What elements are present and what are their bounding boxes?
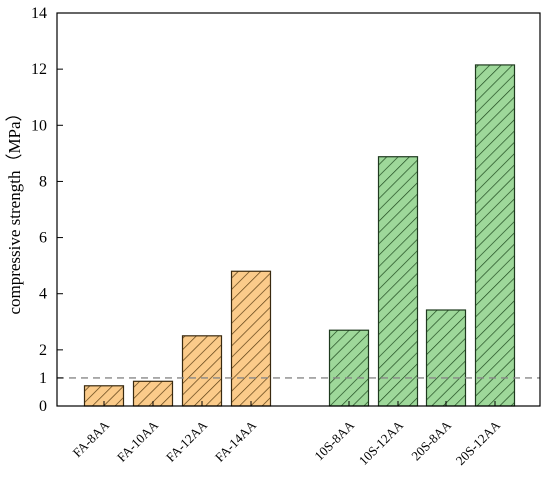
y-tick-label: 2 xyxy=(39,342,47,359)
y-tick-label: 0 xyxy=(39,398,47,415)
bar-fa-12aa xyxy=(181,335,223,407)
x-category-label: FA-14AA xyxy=(212,417,260,465)
x-axis: FA-8AA FA-10AA FA-12AA FA-14AA 10S-8AA10S-12… xyxy=(70,401,504,468)
x-category-label: FA-10AA xyxy=(114,417,162,465)
bar-10s-12aa xyxy=(377,156,419,407)
x-category-label: 10S-8AA xyxy=(311,417,357,463)
y-tick-label: 10 xyxy=(31,117,47,134)
bars-layer xyxy=(83,64,516,407)
bar-20s-12aa xyxy=(474,64,516,407)
y-tick-label: 12 xyxy=(31,61,47,78)
x-category-label: FA-8AA xyxy=(70,417,113,460)
y-tick-label: 14 xyxy=(31,5,47,22)
y-tick-label: 1 xyxy=(39,370,47,387)
y-tick-label: 6 xyxy=(39,230,47,247)
x-category-label: 10S-12AA xyxy=(356,417,407,468)
x-category-label: FA-12AA xyxy=(163,417,211,465)
bar-fa-14aa xyxy=(230,270,272,407)
bar-20s-8aa xyxy=(425,309,467,407)
y-tick-label: 8 xyxy=(39,173,47,190)
y-axis-title: compressive strength（MPa） xyxy=(5,104,24,314)
plot-frame xyxy=(56,12,541,407)
y-tick-label: 4 xyxy=(39,286,47,303)
x-category-label: 20S-8AA xyxy=(408,417,454,463)
x-category-label: 20S-12AA xyxy=(453,417,504,468)
bar-10s-8aa xyxy=(328,329,370,407)
